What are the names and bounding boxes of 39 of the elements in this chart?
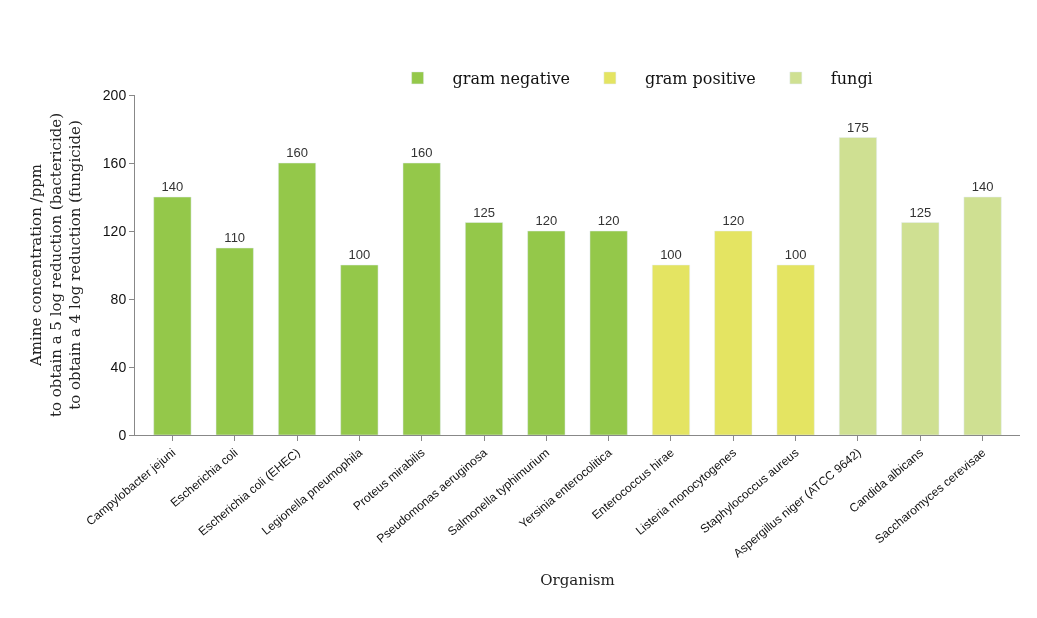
legend-label: gram negative	[452, 69, 570, 89]
bar	[839, 137, 877, 435]
bar	[714, 230, 753, 435]
data-label: 100	[660, 247, 682, 262]
data-label: 110	[224, 230, 246, 245]
legend-label: fungi	[830, 69, 873, 89]
bar	[340, 264, 379, 435]
data-label: 160	[286, 145, 308, 160]
data-label: 120	[535, 213, 558, 228]
x-axis-title: Organism	[540, 571, 615, 590]
data-label: 175	[847, 119, 869, 135]
y-tick-label: 160	[102, 154, 127, 171]
bar	[776, 264, 815, 435]
bar	[652, 264, 690, 435]
bar	[153, 196, 192, 435]
data-label: 140	[971, 179, 994, 194]
y-tick-label: 40	[110, 358, 127, 375]
data-label: 125	[909, 204, 932, 220]
bar	[215, 247, 254, 435]
bar	[402, 162, 441, 435]
bar	[465, 222, 503, 435]
data-label: 125	[473, 204, 495, 220]
y-axis-title: Amine concentration /ppm to obtain a 5 log reduction (bactericide) to obtain a 4 log reduction (fungicide)	[27, 112, 85, 418]
bar	[527, 230, 566, 435]
data-label: 100	[784, 247, 807, 262]
legend-label: gram positive	[644, 69, 756, 89]
data-label: 100	[348, 247, 371, 262]
bar	[901, 222, 940, 435]
data-label: 120	[597, 213, 620, 228]
bar	[589, 230, 628, 435]
y-tick-label: 200	[102, 86, 127, 103]
data-label: 140	[161, 179, 184, 194]
y-tick-label: 0	[118, 426, 127, 443]
bar	[963, 196, 1002, 435]
data-label: 160	[410, 145, 433, 160]
y-tick-label: 120	[102, 222, 127, 239]
y-tick-label: 80	[110, 290, 127, 307]
data-label: 120	[722, 213, 745, 228]
bar	[278, 162, 316, 435]
